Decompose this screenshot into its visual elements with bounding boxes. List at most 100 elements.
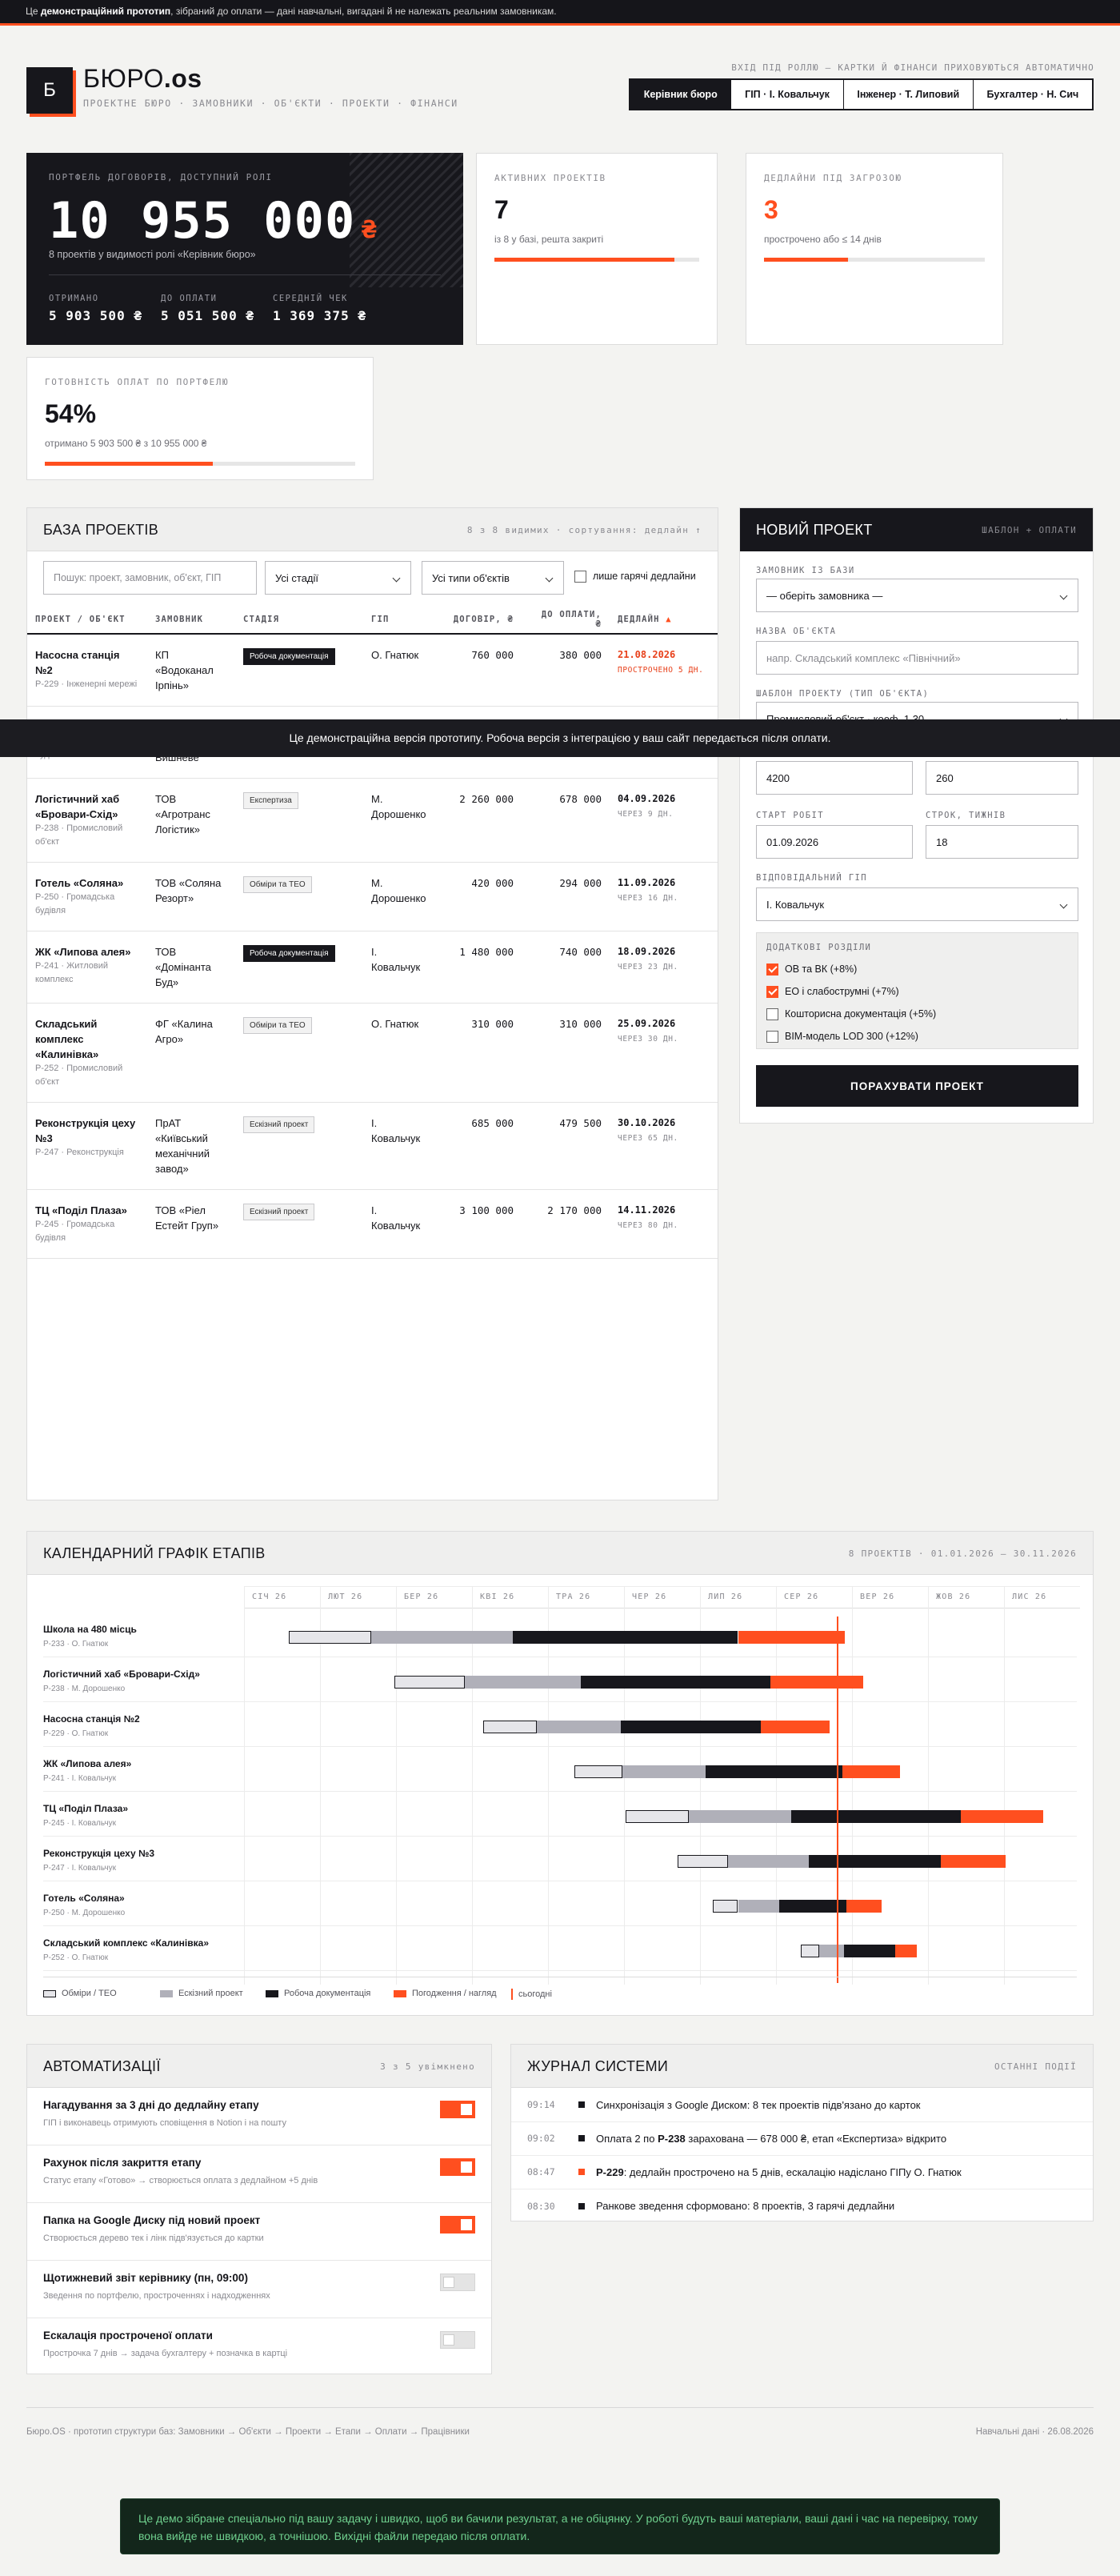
cell: Робоча документація	[235, 634, 363, 707]
search-input[interactable]: Пошук: проект, замовник, об'єкт, ГІП	[43, 561, 257, 595]
project-row[interactable]: Логістичний хаб «Бровари-Схід» Р-238 · Пр…	[27, 778, 718, 863]
project-row[interactable]: Складський комплекс «Калинівка» Р-252 · П…	[27, 1003, 718, 1103]
entry-time: 09:14	[527, 2099, 555, 2110]
deadline: 30.10.2026	[618, 1117, 676, 1128]
stage-bar	[846, 1900, 882, 1913]
automation-desc: Створюється дерево тек і лінк підв'язуєт…	[43, 2233, 264, 2243]
toggle[interactable]	[440, 2216, 475, 2233]
legend-label: Ескізний проект	[178, 1989, 243, 1998]
project-row[interactable]: ЖК «Липова алея» Р-241 · Житловий комплек…	[27, 931, 718, 1004]
row-sub: Р-252 · О. Гнатюк	[43, 1953, 109, 1962]
panel-header: БАЗА ПРОЕКТІВ 8 з 8 видимих · сортування…	[27, 508, 718, 551]
deadline-note: ЧЕРЕЗ 30 ДН.	[618, 1035, 678, 1044]
journal-panel: ЖУРНАЛ СИСТЕМИ ОСТАННІ ПОДІЇ 09:14 Синхро…	[510, 2044, 1094, 2221]
role-tab[interactable]: Керівник бюро	[630, 80, 731, 109]
project-name: ТЦ «Поділ Плаза»	[35, 1204, 127, 1216]
stat-label: ОТРИМАНО	[49, 294, 99, 303]
contract: 760 000	[437, 634, 522, 707]
column-header: ДЕДЛАЙН ▲	[610, 605, 718, 635]
schedule-panel: КАЛЕНДАРНИЙ ГРАФІК ЕТАПІВ 8 ПРОЕКТІВ · 0…	[26, 1531, 1094, 2016]
row-sub: Р-245 · І. Ковальчук	[43, 1819, 117, 1828]
extra-option[interactable]: ОВ та ВК (+8%)	[766, 963, 857, 976]
role-tab[interactable]: Інженер · Т. Липовий	[842, 80, 973, 109]
toggle[interactable]	[440, 2101, 475, 2118]
row-name: ТЦ «Поділ Плаза»	[43, 1803, 129, 1814]
project-row[interactable]: Готель «Соляна» Р-250 · Громадська будівл…	[27, 862, 718, 931]
column-header: СТАДІЯ	[235, 605, 363, 635]
legend-label: Обміри / ТЕО	[62, 1989, 117, 1998]
checkbox[interactable]	[574, 571, 586, 583]
field-label: СТРОК, ТИЖНІВ	[926, 811, 1006, 820]
journal-entry: 08:30 Ранкове зведення сформовано: 8 прое…	[511, 2189, 1093, 2223]
row-line	[43, 1925, 1077, 1926]
stage-bar	[738, 1900, 779, 1913]
toggle-knob	[461, 2104, 472, 2115]
checkbox[interactable]	[766, 963, 778, 976]
cell: ЖК «Липова алея» Р-241 · Житловий комплек…	[27, 931, 147, 1004]
stage-bar	[941, 1855, 1006, 1868]
banner-text: , зібраний до оплати — дані навчальні, в…	[170, 6, 557, 17]
stage-bar	[622, 1765, 706, 1778]
checkbox[interactable]	[766, 986, 778, 999]
project-row[interactable]: Насосна станція №2 Р-229 · Інженерні мере…	[27, 634, 718, 707]
progress-track	[494, 258, 699, 262]
extra-option[interactable]: ЕО і слабострумні (+7%)	[766, 986, 899, 999]
area-input[interactable]: 4200	[756, 761, 913, 795]
deadline-note: ЧЕРЕЗ 80 ДН.	[618, 1221, 678, 1230]
table-body: Насосна станція №2 Р-229 · Інженерні мере…	[27, 634, 718, 1259]
cell: Ескізний проект	[235, 1102, 363, 1190]
checkbox[interactable]	[766, 1031, 778, 1044]
role-tab[interactable]: Бухгалтер · Н. Сич	[972, 80, 1092, 109]
stat-value: 5 051 500 ₴	[161, 308, 254, 323]
entry-text-part: Синхронізація з Google Диском: 8 тек про…	[596, 2098, 921, 2111]
card-label: АКТИВНИХ ПРОЕКТІВ	[494, 173, 606, 183]
checkbox[interactable]	[766, 1008, 778, 1021]
toggle[interactable]	[440, 2158, 475, 2176]
deadline-note: ЧЕРЕЗ 16 ДН.	[618, 894, 678, 903]
automation-desc: ГІП і виконавець отримують сповіщення в …	[43, 2118, 286, 2128]
toggle-knob	[461, 2219, 472, 2230]
gip: І. Ковальчук	[363, 931, 437, 1004]
role-hint: ВХІД ПІД РОЛЛЮ — КАРТКИ Й ФІНАНСИ ПРИХОВ…	[731, 62, 1094, 73]
entry-text: Р-229: дедлайн прострочено на 5 днів, ес…	[596, 2166, 962, 2178]
row-line	[43, 1701, 1077, 1702]
type-filter[interactable]: Усі типи об'єктів	[422, 561, 564, 595]
row-name: Школа на 480 місць	[43, 1624, 137, 1635]
gip-select[interactable]: І. Ковальчук	[756, 887, 1078, 921]
due: 740 000	[522, 931, 610, 1004]
row-sub: Р-233 · О. Гнатюк	[43, 1640, 109, 1649]
start-input[interactable]: 01.09.2026	[756, 825, 913, 859]
stage-bar	[778, 1900, 847, 1913]
month-label: БЕР 26	[404, 1592, 439, 1601]
stage-bar	[580, 1676, 771, 1689]
calculate-button[interactable]: ПОРАХУВАТИ ПРОЕКТ	[756, 1065, 1078, 1107]
hot-filter[interactable]: лише гарячі дедлайни	[574, 571, 696, 583]
toggle[interactable]	[440, 2331, 475, 2349]
toggle[interactable]	[440, 2274, 475, 2291]
role-tab[interactable]: ГІП · І. Ковальчук	[730, 80, 842, 109]
stage-filter[interactable]: Усі стадії	[265, 561, 411, 595]
weeks-input[interactable]: 18	[926, 825, 1078, 859]
rate-input[interactable]: 260	[926, 761, 1078, 795]
extra-option[interactable]: BIM-модель LOD 300 (+12%)	[766, 1031, 918, 1044]
stage-bar	[513, 1631, 738, 1644]
footer-text: Бюро.OS · прототип структури баз: Замовн…	[26, 2427, 470, 2437]
contract: 310 000	[437, 1003, 522, 1103]
object-input[interactable]: напр. Складський комплекс «Північний»	[756, 641, 1078, 675]
panel-title: КАЛЕНДАРНИЙ ГРАФІК ЕТАПІВ	[43, 1545, 266, 1561]
panel-title: ЖУРНАЛ СИСТЕМИ	[527, 2058, 669, 2074]
extra-option[interactable]: Кошторисна документація (+5%)	[766, 1008, 936, 1021]
automation-title: Щотижневий звіт керівнику (пн, 09:00)	[43, 2272, 248, 2284]
project-row[interactable]: Реконструкція цеху №3 Р-247 · Реконструкц…	[27, 1102, 718, 1190]
client-select[interactable]: — оберіть замовника —	[756, 579, 1078, 612]
row-line	[43, 1746, 1077, 1747]
journal-entry: 08:47 Р-229: дедлайн прострочено на 5 дні…	[511, 2155, 1093, 2189]
brand: БЮРО.os	[83, 64, 202, 94]
stage-bar	[483, 1721, 537, 1733]
project-name: Реконструкція цеху №3	[35, 1117, 136, 1144]
cell: Ескізний проект	[235, 1189, 363, 1259]
deadline: 04.09.2026	[618, 793, 676, 804]
project-row[interactable]: ТЦ «Поділ Плаза» Р-245 · Громадська будів…	[27, 1189, 718, 1259]
stage-badge: Обміри та ТЕО	[243, 876, 312, 893]
